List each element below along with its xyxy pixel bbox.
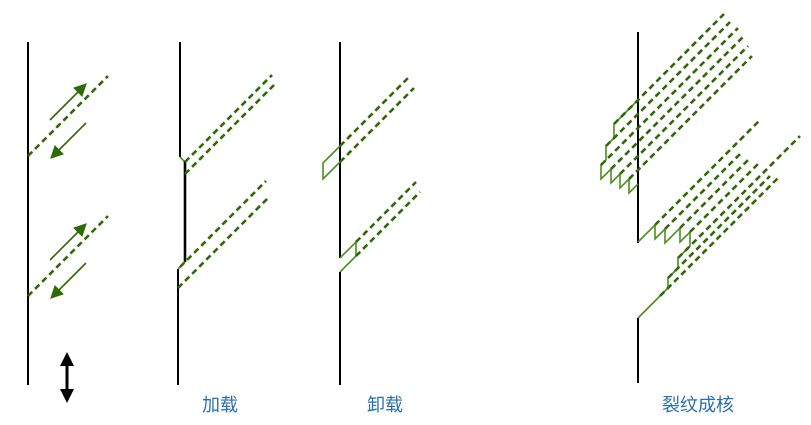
slip-band-line [600, 27, 739, 166]
slip-band-line [689, 161, 761, 233]
panel-crack-nucleation: 裂纹成核 [600, 13, 801, 416]
slip-band-line [184, 84, 275, 175]
slip-band-line [667, 175, 771, 279]
slip-band-line [628, 55, 753, 180]
slip-band-line [664, 151, 743, 230]
slip-band-line [177, 195, 271, 289]
slip-band-line [605, 21, 731, 147]
label-loading: 加载 [202, 395, 238, 416]
slip-band-line [27, 75, 109, 157]
slip-band-line [677, 135, 801, 259]
slip-band-line [613, 13, 725, 125]
double-arrow-head-bottom [60, 389, 74, 403]
arrow-down-left-icon [50, 262, 87, 299]
arrow-up-right-icon [49, 83, 87, 121]
slip-band-line [610, 35, 745, 170]
slip-band-line [355, 181, 417, 243]
double-arrow-head-top [60, 352, 74, 366]
slip-band-line [184, 74, 273, 163]
slip-band-line [179, 180, 267, 268]
crack-zigzag [637, 223, 691, 319]
extrusion [322, 145, 341, 181]
slip-band-line [619, 45, 749, 175]
slip-band-line [679, 157, 751, 229]
slip-band-line [654, 119, 761, 226]
slip-band-line [659, 175, 781, 297]
slip-band-line [27, 215, 109, 297]
panel-loading: 加载 [177, 42, 275, 416]
arrow-up-right-icon [49, 223, 87, 261]
label-unloading: 卸载 [367, 395, 403, 416]
panel-unloading: 卸载 [322, 42, 421, 416]
extrusion-staircase [600, 99, 639, 195]
double-arrow-icon [60, 352, 74, 403]
slip-band-line [355, 191, 421, 257]
slip-band-line [339, 75, 411, 147]
intrusion [339, 240, 357, 273]
arrow-down-left-icon [50, 122, 87, 159]
label-crack-nucleation: 裂纹成核 [662, 395, 734, 416]
panel-cyclic-slip [27, 42, 109, 403]
slip-band-line [339, 87, 415, 163]
